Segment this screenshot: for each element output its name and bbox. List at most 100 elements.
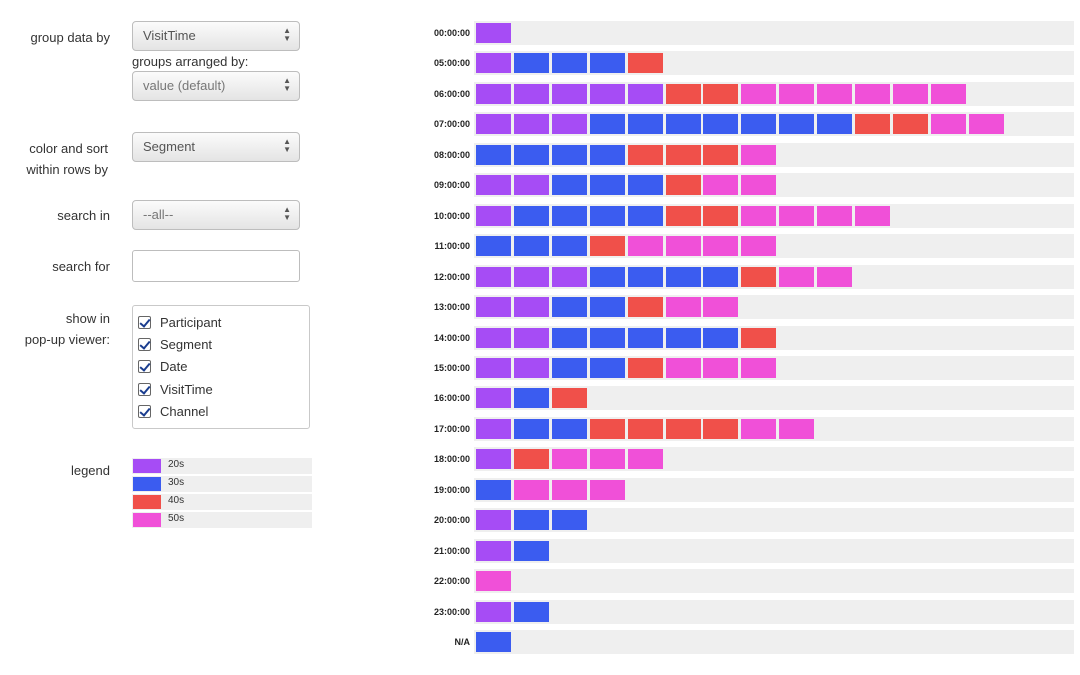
data-unit-30s[interactable]: [514, 206, 549, 226]
data-unit-40s[interactable]: [628, 419, 663, 439]
data-unit-50s[interactable]: [931, 84, 966, 104]
search-for-input[interactable]: [132, 250, 300, 282]
data-unit-20s[interactable]: [476, 84, 511, 104]
data-unit-50s[interactable]: [817, 267, 852, 287]
data-unit-30s[interactable]: [552, 358, 587, 378]
checkbox-checked-icon[interactable]: [138, 338, 151, 351]
data-unit-20s[interactable]: [476, 541, 511, 561]
data-unit-30s[interactable]: [514, 388, 549, 408]
data-unit-50s[interactable]: [817, 84, 852, 104]
data-unit-20s[interactable]: [476, 297, 511, 317]
data-unit-50s[interactable]: [628, 236, 663, 256]
data-unit-40s[interactable]: [628, 358, 663, 378]
data-unit-30s[interactable]: [476, 236, 511, 256]
data-unit-50s[interactable]: [552, 480, 587, 500]
data-unit-50s[interactable]: [703, 175, 738, 195]
data-unit-20s[interactable]: [514, 358, 549, 378]
data-unit-30s[interactable]: [590, 267, 625, 287]
data-unit-20s[interactable]: [552, 114, 587, 134]
data-unit-40s[interactable]: [666, 145, 701, 165]
data-unit-50s[interactable]: [666, 236, 701, 256]
data-unit-50s[interactable]: [779, 206, 814, 226]
data-unit-20s[interactable]: [476, 419, 511, 439]
data-unit-30s[interactable]: [628, 267, 663, 287]
data-unit-30s[interactable]: [514, 541, 549, 561]
data-unit-30s[interactable]: [628, 328, 663, 348]
data-unit-40s[interactable]: [628, 297, 663, 317]
data-unit-20s[interactable]: [514, 328, 549, 348]
data-unit-30s[interactable]: [590, 328, 625, 348]
data-unit-40s[interactable]: [628, 53, 663, 73]
data-unit-40s[interactable]: [666, 84, 701, 104]
data-unit-30s[interactable]: [590, 114, 625, 134]
data-unit-30s[interactable]: [552, 297, 587, 317]
data-unit-50s[interactable]: [741, 358, 776, 378]
data-unit-30s[interactable]: [703, 267, 738, 287]
data-unit-50s[interactable]: [703, 236, 738, 256]
data-unit-30s[interactable]: [514, 510, 549, 530]
data-unit-40s[interactable]: [666, 419, 701, 439]
data-unit-50s[interactable]: [931, 114, 966, 134]
data-unit-40s[interactable]: [628, 145, 663, 165]
data-unit-20s[interactable]: [476, 175, 511, 195]
data-unit-20s[interactable]: [476, 23, 511, 43]
data-unit-50s[interactable]: [514, 480, 549, 500]
data-unit-50s[interactable]: [476, 571, 511, 591]
data-unit-50s[interactable]: [855, 84, 890, 104]
color-sort-select[interactable]: Segment ▲ ▼: [132, 132, 300, 162]
checkbox-checked-icon[interactable]: [138, 405, 151, 418]
data-unit-40s[interactable]: [666, 175, 701, 195]
data-unit-40s[interactable]: [514, 449, 549, 469]
data-unit-30s[interactable]: [476, 632, 511, 652]
data-unit-30s[interactable]: [552, 175, 587, 195]
data-unit-20s[interactable]: [476, 602, 511, 622]
data-unit-30s[interactable]: [514, 602, 549, 622]
data-unit-40s[interactable]: [703, 206, 738, 226]
arranged-by-select[interactable]: value (default) ▲ ▼: [132, 71, 300, 101]
data-unit-20s[interactable]: [476, 510, 511, 530]
data-unit-50s[interactable]: [779, 419, 814, 439]
data-unit-30s[interactable]: [552, 206, 587, 226]
data-unit-40s[interactable]: [741, 267, 776, 287]
data-unit-30s[interactable]: [514, 53, 549, 73]
data-unit-20s[interactable]: [552, 84, 587, 104]
data-unit-30s[interactable]: [552, 145, 587, 165]
data-unit-50s[interactable]: [741, 236, 776, 256]
data-unit-30s[interactable]: [817, 114, 852, 134]
checkbox-checked-icon[interactable]: [138, 383, 151, 396]
data-unit-30s[interactable]: [703, 114, 738, 134]
data-unit-40s[interactable]: [666, 206, 701, 226]
data-unit-50s[interactable]: [703, 358, 738, 378]
data-unit-20s[interactable]: [590, 84, 625, 104]
data-unit-40s[interactable]: [703, 84, 738, 104]
data-unit-50s[interactable]: [779, 267, 814, 287]
data-unit-20s[interactable]: [514, 84, 549, 104]
data-unit-20s[interactable]: [476, 328, 511, 348]
data-unit-50s[interactable]: [590, 449, 625, 469]
data-unit-30s[interactable]: [552, 419, 587, 439]
data-unit-20s[interactable]: [628, 84, 663, 104]
data-unit-40s[interactable]: [590, 236, 625, 256]
group-by-select[interactable]: VisitTime ▲ ▼: [132, 21, 300, 51]
data-unit-20s[interactable]: [514, 175, 549, 195]
data-unit-20s[interactable]: [476, 206, 511, 226]
data-unit-20s[interactable]: [552, 267, 587, 287]
data-unit-50s[interactable]: [666, 358, 701, 378]
data-unit-30s[interactable]: [552, 328, 587, 348]
data-unit-30s[interactable]: [666, 328, 701, 348]
data-unit-30s[interactable]: [590, 297, 625, 317]
data-unit-30s[interactable]: [552, 510, 587, 530]
data-unit-30s[interactable]: [628, 114, 663, 134]
data-unit-40s[interactable]: [741, 328, 776, 348]
data-unit-50s[interactable]: [969, 114, 1004, 134]
data-unit-30s[interactable]: [590, 175, 625, 195]
data-unit-30s[interactable]: [590, 206, 625, 226]
data-unit-30s[interactable]: [741, 114, 776, 134]
data-unit-50s[interactable]: [817, 206, 852, 226]
data-unit-40s[interactable]: [855, 114, 890, 134]
data-unit-30s[interactable]: [590, 53, 625, 73]
data-unit-50s[interactable]: [741, 206, 776, 226]
data-unit-40s[interactable]: [590, 419, 625, 439]
data-unit-30s[interactable]: [552, 236, 587, 256]
search-in-select[interactable]: --all-- ▲ ▼: [132, 200, 300, 230]
